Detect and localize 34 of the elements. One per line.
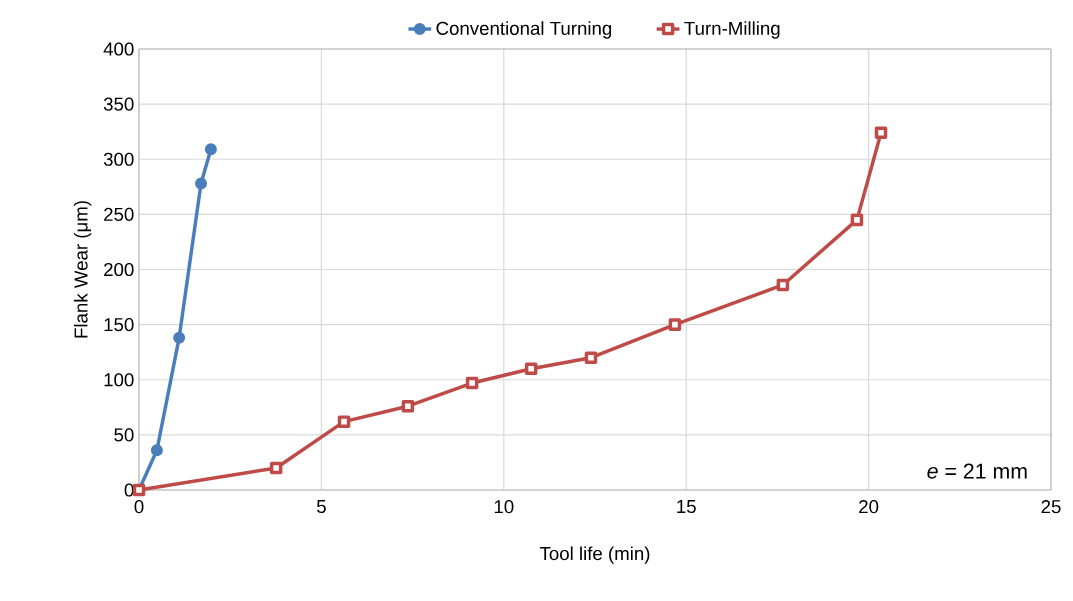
x-tick-label: 0 <box>134 500 144 514</box>
y-tick-label: 0 <box>124 483 134 497</box>
point <box>150 444 163 457</box>
point <box>401 399 415 413</box>
y-tick-label: 200 <box>104 262 134 277</box>
point <box>195 177 208 190</box>
point <box>776 278 790 292</box>
y-tick-label: 250 <box>104 207 134 221</box>
point <box>584 351 598 364</box>
point <box>337 415 351 428</box>
y-tick-label: 100 <box>104 373 134 387</box>
x-tick-label: 10 <box>494 500 514 514</box>
point <box>874 126 888 140</box>
x-tick-label: 20 <box>859 500 879 514</box>
y-axis-title: Flank Wear (μm) <box>73 201 92 338</box>
x-tick-label: 5 <box>316 500 326 514</box>
y-tick-label: 300 <box>103 152 134 166</box>
x-axis-title: Tool life (min) <box>539 546 650 564</box>
y-tick-label: 350 <box>103 97 134 111</box>
point <box>269 461 283 475</box>
point <box>668 318 682 331</box>
point <box>850 213 864 227</box>
legend-label: Conventional Turning <box>436 21 612 39</box>
annotation: e = 21 mm <box>927 463 1027 479</box>
y-tick-label: 400 <box>103 42 134 56</box>
point <box>204 143 217 156</box>
x-tick-label: 15 <box>677 500 696 514</box>
x-tick-label: 25 <box>1041 500 1061 514</box>
point <box>173 331 186 344</box>
y-tick-label: 50 <box>114 428 134 442</box>
y-tick-label: 150 <box>104 318 134 332</box>
legend-label: Turn-Milling <box>684 21 780 39</box>
point <box>524 362 538 375</box>
point <box>465 376 479 390</box>
